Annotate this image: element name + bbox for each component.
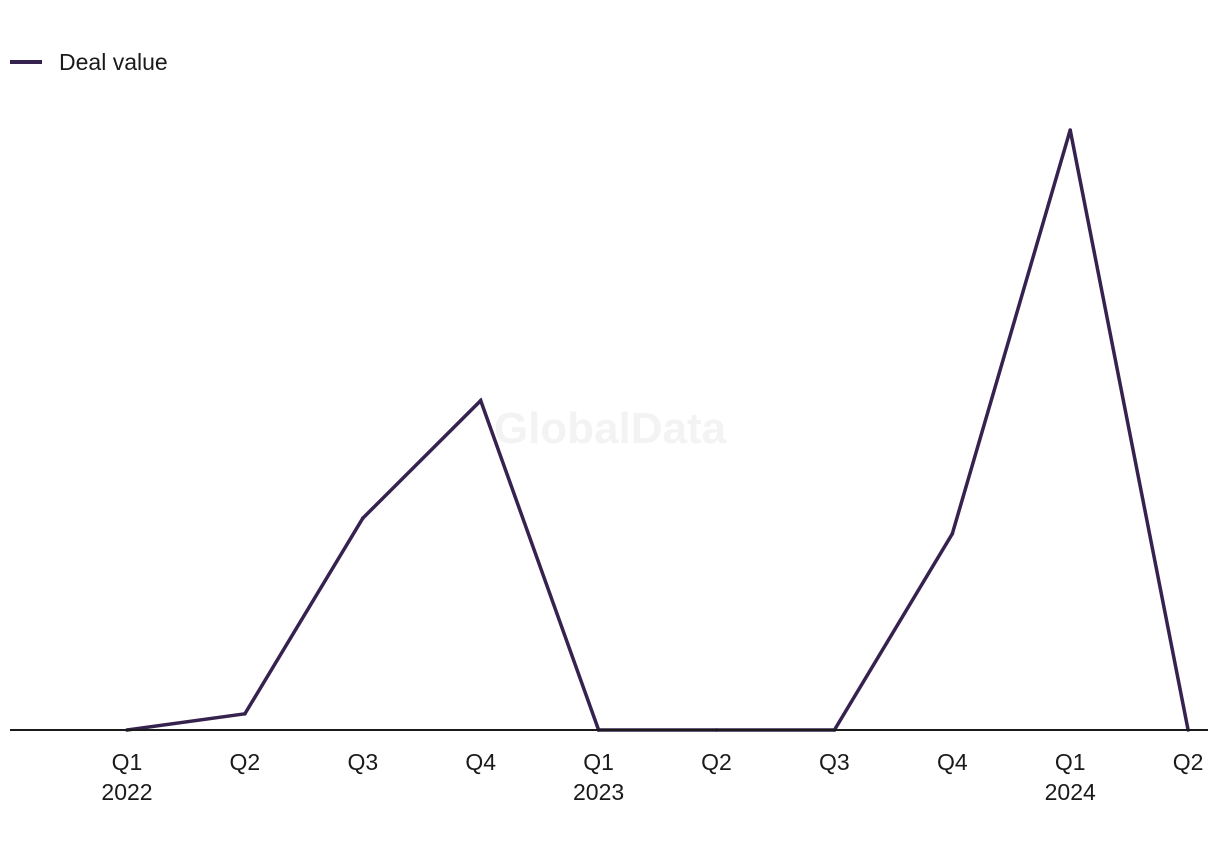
legend-label-deal-value: Deal value [59, 49, 168, 75]
x-tick-label-quarter: Q4 [937, 749, 968, 775]
x-tick-label-year: 2022 [101, 779, 152, 805]
x-tick-label-quarter: Q4 [465, 749, 496, 775]
legend: Deal value [10, 49, 168, 75]
x-tick-label-quarter: Q2 [1173, 749, 1204, 775]
data-point-1 [243, 712, 247, 716]
x-tick-label-quarter: Q3 [347, 749, 378, 775]
x-tick-label-quarter: Q1 [583, 749, 614, 775]
x-tick-label-year: 2023 [573, 779, 624, 805]
data-point-3 [478, 398, 483, 403]
x-tick-label-quarter: Q2 [701, 749, 732, 775]
x-axis-ticks: Q1 2022 Q2 Q3 Q4 Q1 2023 Q2 Q3 Q4 Q1 2024 Q2 [101, 749, 1203, 805]
x-tick-label-year: 2024 [1045, 779, 1096, 805]
watermark-text: GlobalData [494, 404, 727, 453]
data-point-8 [1068, 128, 1072, 132]
x-tick-label-quarter: Q1 [1055, 749, 1086, 775]
x-tick-label-quarter: Q3 [819, 749, 850, 775]
x-tick-label-quarter: Q2 [230, 749, 261, 775]
data-point-7 [950, 532, 955, 536]
data-point-2 [361, 516, 365, 520]
x-tick-label-quarter: Q1 [112, 749, 143, 775]
